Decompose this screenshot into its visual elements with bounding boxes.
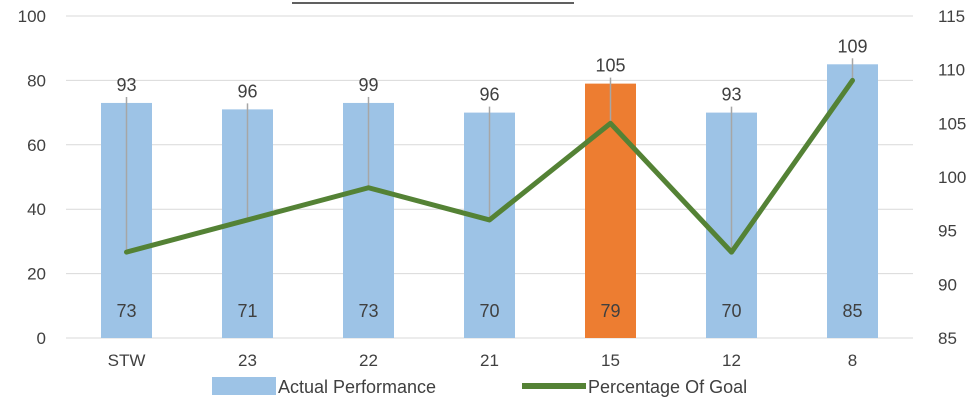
right-axis-ticks: 85 90 95 100 105 110 115: [938, 7, 966, 348]
left-tick-label: 0: [37, 329, 46, 348]
left-axis-ticks: 0 20 40 60 80 100: [18, 7, 46, 348]
right-tick-label: 100: [938, 168, 966, 187]
line-data-label: 109: [837, 36, 867, 56]
legend: Actual Performance Percentage Of Goal: [212, 377, 747, 397]
leader-lines: [125, 58, 854, 253]
bar-data-label: 73: [358, 301, 378, 321]
legend-label-percentage-of-goal: Percentage Of Goal: [588, 377, 747, 397]
bar: [827, 64, 878, 339]
x-tick-label: 8: [848, 351, 857, 370]
right-tick-label: 95: [938, 222, 957, 241]
line-data-label: 105: [595, 56, 625, 76]
bar-data-labels: 73 71 73 70 79 70 85: [116, 301, 862, 321]
line-percentage-of-goal: [124, 77, 855, 255]
line-data-label: 93: [116, 75, 136, 95]
right-tick-label: 115: [938, 7, 965, 26]
x-tick-label: 21: [480, 351, 499, 370]
left-tick-label: 40: [27, 200, 46, 219]
right-tick-label: 90: [938, 275, 957, 294]
bar-data-label: 71: [237, 301, 257, 321]
bar-data-label: 79: [600, 301, 620, 321]
x-tick-label: 23: [238, 351, 257, 370]
x-axis-ticks: STW 23 22 21 15 12 8: [108, 351, 858, 370]
left-tick-label: 100: [18, 7, 46, 26]
right-tick-label: 85: [938, 329, 957, 348]
line-data-label: 96: [479, 85, 499, 105]
bar-data-label: 85: [842, 301, 862, 321]
line-data-label: 99: [358, 75, 378, 95]
x-tick-label: 15: [601, 351, 620, 370]
legend-swatch-actual-performance: [212, 377, 276, 395]
x-tick-label: 22: [359, 351, 378, 370]
bar-data-label: 73: [116, 301, 136, 321]
line-data-labels: 93 96 99 96 105 93 109: [116, 36, 867, 104]
right-tick-label: 105: [938, 114, 966, 133]
x-tick-label: 12: [722, 351, 741, 370]
left-tick-label: 80: [27, 71, 46, 90]
left-tick-label: 20: [27, 265, 46, 284]
line-series: [124, 77, 855, 255]
bar-data-label: 70: [721, 301, 741, 321]
line-data-label: 93: [721, 85, 741, 105]
left-tick-label: 60: [27, 136, 46, 155]
right-tick-label: 110: [938, 61, 965, 80]
legend-label-actual-performance: Actual Performance: [278, 377, 436, 397]
x-tick-label: STW: [108, 351, 146, 370]
bar-data-label: 70: [479, 301, 499, 321]
line-data-label: 96: [237, 81, 257, 101]
